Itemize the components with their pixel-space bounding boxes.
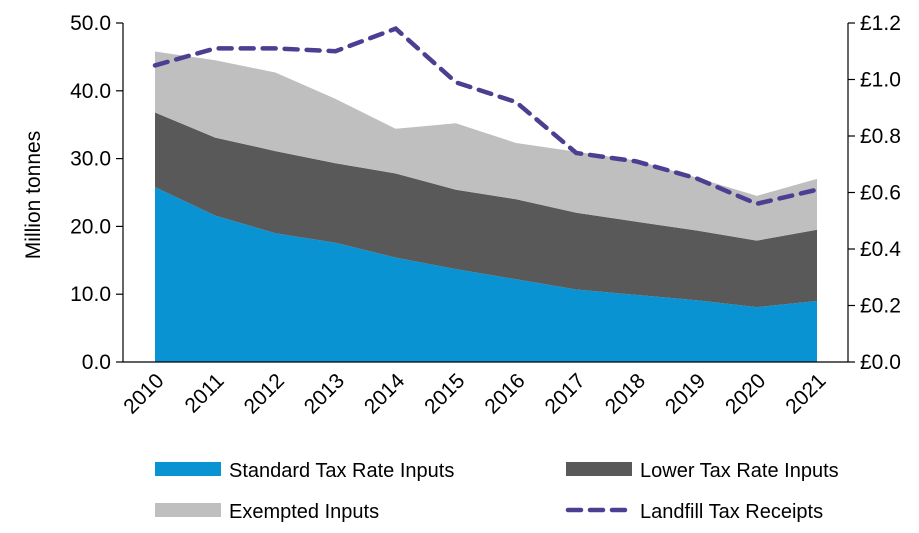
x-tick-label: 2011	[181, 369, 229, 417]
legend: Standard Tax Rate Inputs Lower Tax Rate I…	[155, 460, 839, 523]
area-series-2	[155, 112, 817, 308]
area-series-1	[155, 187, 817, 362]
legend-label: Landfill Tax Receipts	[640, 501, 823, 523]
area-series-3	[155, 51, 817, 241]
legend-swatch	[155, 503, 221, 517]
y-tick-label: 20.0	[70, 215, 111, 238]
y-tick-label: 10.0	[70, 283, 111, 306]
y2-tick-label: £0.2	[860, 295, 901, 318]
y-tick-label: 0.0	[82, 351, 111, 374]
y2-tick-label: £0.6	[860, 182, 901, 205]
landfill-tax-line	[152, 26, 820, 207]
legend-label: Lower Tax Rate Inputs	[640, 460, 839, 482]
legend-label: Exempted Inputs	[229, 501, 379, 523]
x-tick-label: 2015	[420, 369, 469, 418]
y2-tick-label: £0.0	[860, 351, 901, 374]
x-tick-label: 2012	[240, 369, 289, 418]
x-tick-label: 2019	[661, 369, 710, 418]
x-tick-label: 2018	[601, 369, 650, 418]
area-layer	[155, 51, 817, 362]
legend-swatch	[155, 462, 221, 476]
x-tick-label: 2020	[721, 369, 770, 418]
x-tick-label: 2014	[360, 369, 410, 419]
y2-tick-label: £0.4	[860, 238, 901, 261]
line-layer	[152, 26, 820, 207]
y2-tick-label: £0.8	[860, 125, 901, 148]
y-tick-label: 30.0	[70, 148, 111, 171]
right-axis-ticks: £0.0 £0.2 £0.4 £0.6 £0.8 £1.0 £1.2	[848, 12, 901, 374]
y-tick-label: 40.0	[70, 80, 111, 103]
y-axis-title: Million tonnes	[22, 131, 45, 259]
x-tick-label: 2010	[119, 369, 168, 418]
x-tick-label: 2021	[781, 369, 830, 418]
legend-swatch	[566, 462, 632, 476]
y-tick-label: 50.0	[70, 12, 111, 35]
legend-label: Standard Tax Rate Inputs	[229, 460, 454, 482]
x-tick-label: 2013	[300, 369, 349, 418]
x-tick-label: 2016	[480, 369, 529, 418]
x-axis-ticks: 2010 2011 2012 2013 2014 2015 2016 2017 2018 2019…	[119, 369, 830, 419]
x-tick-label: 2017	[541, 369, 590, 418]
left-axis-ticks: 0.0 10.0 20.0 30.0 40.0 50.0	[70, 12, 123, 374]
y2-tick-label: £1.2	[860, 12, 901, 35]
y2-tick-label: £1.0	[860, 69, 901, 92]
